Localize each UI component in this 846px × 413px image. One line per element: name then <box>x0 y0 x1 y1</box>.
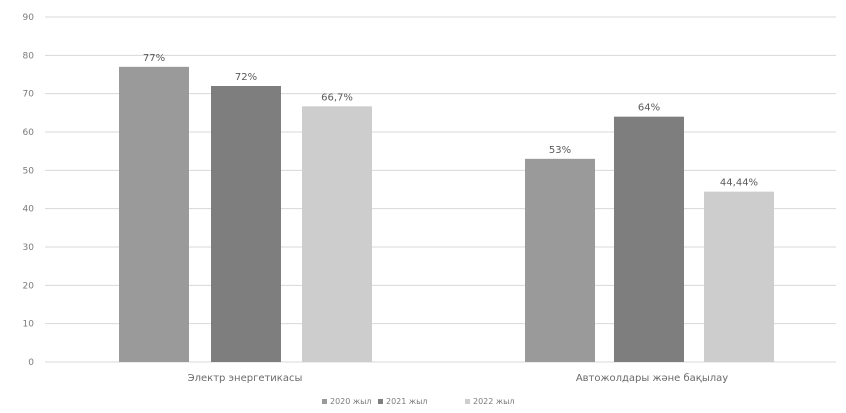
y-tick-label: 50 <box>23 166 35 176</box>
legend-swatch <box>322 399 327 404</box>
bar <box>614 116 684 363</box>
y-tick-label: 10 <box>23 320 35 330</box>
x-axis-ticks: Электр энергетикасы Автожолдары және бақы… <box>188 373 729 384</box>
x-tick-label: Электр энергетикасы <box>188 373 303 384</box>
data-labels: 77% 72% 66,7% 53% 64% 44,44% <box>143 53 758 189</box>
y-tick-label: 20 <box>23 281 35 291</box>
legend-entry: 2021 жыл <box>386 397 428 406</box>
y-tick-label: 40 <box>23 205 35 215</box>
data-label: 64% <box>638 103 660 114</box>
y-tick-label: 70 <box>23 90 35 100</box>
bar <box>119 66 189 362</box>
x-tick-label: Автожолдары және бақылау <box>576 373 728 384</box>
data-label: 44,44% <box>720 178 758 189</box>
bar <box>302 106 372 362</box>
data-label: 53% <box>549 145 571 156</box>
data-label: 77% <box>143 53 165 64</box>
legend-swatch <box>378 399 383 404</box>
bar <box>211 86 281 362</box>
legend-entry: 2020 жыл <box>330 397 372 406</box>
y-axis-ticks: 0 10 20 30 40 50 60 70 80 90 <box>23 13 35 368</box>
bar <box>525 158 595 362</box>
bar <box>704 191 774 362</box>
legend: 2020 жыл 2021 жыл 2022 жыл <box>322 397 515 406</box>
y-tick-label: 60 <box>23 128 35 138</box>
bars <box>119 66 774 363</box>
data-label: 66,7% <box>321 92 353 103</box>
y-tick-label: 90 <box>23 13 35 23</box>
y-tick-label: 30 <box>23 243 35 253</box>
legend-entry: 2022 жыл <box>473 397 515 406</box>
legend-swatch <box>465 399 470 404</box>
y-tick-label: 80 <box>23 51 35 61</box>
data-label: 72% <box>235 72 257 83</box>
y-tick-label: 0 <box>28 358 34 368</box>
